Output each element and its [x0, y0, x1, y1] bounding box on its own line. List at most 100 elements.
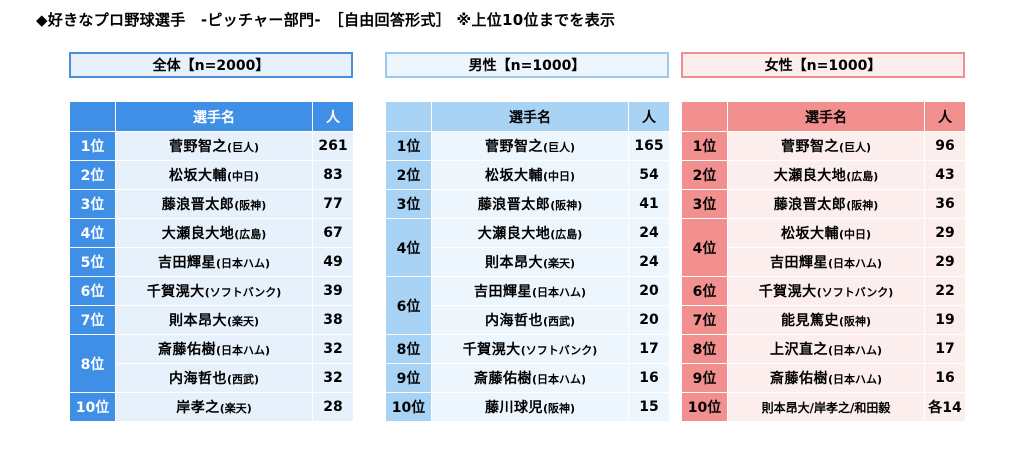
name-column-header: 選手名 [431, 101, 629, 132]
player-name: 斎藤佑樹 [473, 371, 532, 387]
count-cell: 49 [312, 247, 354, 277]
table-row: 1位 菅野智之(巨人) 165 [385, 131, 670, 161]
team-name: (日本ハム) [827, 373, 883, 386]
table-row: 7位 則本昂大(楽天) 38 [69, 305, 354, 335]
group-header: 男性【n=1000】 [385, 52, 669, 78]
team-name: (広島) [550, 228, 583, 241]
rank-cell: 1位 [681, 131, 728, 161]
ranking-table: 選手名 人 1位 菅野智之(巨人) 261 2位 松坂大輔(中日) 83 3位 藤浪晋太郎(阪… [69, 101, 354, 422]
table-row: 10位 岸孝之(楽天) 28 [69, 392, 354, 422]
rank-cell: 10位 [385, 392, 432, 422]
player-name: 則本昂大/岸孝之/和田毅 [761, 400, 891, 415]
count-cell: 16 [628, 363, 670, 393]
count-cell: 32 [312, 334, 354, 364]
player-name: 松坂大輔 [780, 226, 839, 242]
name-column-header: 選手名 [727, 101, 925, 132]
count-cell: 43 [924, 160, 966, 190]
count-cell: 24 [628, 218, 670, 248]
team-name: (日本ハム) [531, 286, 587, 299]
player-name-cell: 菅野智之(巨人) [115, 131, 313, 161]
rank-cell: 6位 [681, 276, 728, 306]
count-cell: 22 [924, 276, 966, 306]
team-name: (阪神) [542, 402, 576, 415]
rank-cell: 10位 [69, 392, 116, 422]
count-cell: 36 [924, 189, 966, 219]
team-name: (楽天) [542, 257, 576, 270]
player-name: 菅野智之 [168, 139, 227, 155]
player-name-cell: 内海哲也(西武) [115, 363, 313, 393]
player-name-cell: 松坂大輔(中日) [115, 160, 313, 190]
team-name: (中日) [226, 170, 260, 183]
rank-cell: 6位 [69, 276, 116, 306]
rank-cell: 1位 [385, 131, 432, 161]
count-cell: 29 [924, 218, 966, 248]
player-name-cell: 千賀滉大(ソフトバンク) [115, 276, 313, 306]
team-name: (ソフトバンク) [816, 286, 894, 299]
table-row: 10位 藤川球児(阪神) 15 [385, 392, 670, 422]
count-cell: 15 [628, 392, 670, 422]
player-name-cell: 大瀬良大地(広島) [115, 218, 313, 248]
count-column-header: 人 [924, 101, 966, 132]
player-name: 藤川球児 [484, 400, 543, 416]
count-cell: 各14 [924, 392, 966, 422]
team-name: (西武) [542, 315, 576, 328]
group-male: 男性【n=1000】 選手名 人 1位 菅野智之(巨人) 165 2位 松坂大輔(中日)… [385, 52, 670, 422]
player-name-cell: 松坂大輔(中日) [431, 160, 629, 190]
player-name: 藤浪晋太郎 [161, 197, 235, 213]
rank-column-header [385, 101, 432, 132]
table-row: 2位 松坂大輔(中日) 54 [385, 160, 670, 190]
table-header-row: 選手名 人 [681, 101, 966, 132]
player-name-cell: 大瀬良大地(広島) [727, 160, 925, 190]
team-name: (阪神) [846, 199, 879, 212]
rank-cell: 8位 [69, 334, 116, 393]
table-header-row: 選手名 人 [385, 101, 670, 132]
player-name-cell: 千賀滉大(ソフトバンク) [431, 334, 629, 364]
player-name: 能見篤史 [780, 313, 839, 329]
count-cell: 165 [628, 131, 670, 161]
table-row: 6位 千賀滉大(ソフトバンク) 22 [681, 276, 966, 306]
team-name: (中日) [542, 170, 576, 183]
table-row: 2位 松坂大輔(中日) 83 [69, 160, 354, 190]
rank-cell: 4位 [385, 218, 432, 277]
team-name: (日本ハム) [531, 373, 587, 386]
rank-cell: 9位 [681, 363, 728, 393]
count-cell: 19 [924, 305, 966, 335]
player-name-cell: 藤川球児(阪神) [431, 392, 629, 422]
table-row: 1位 菅野智之(巨人) 261 [69, 131, 354, 161]
player-name: 吉田輝星 [473, 284, 532, 300]
table-row: 内海哲也(西武) 32 [70, 363, 354, 393]
rank-cell: 3位 [69, 189, 116, 219]
team-name: (西武) [226, 373, 260, 386]
table-row: 2位 大瀬良大地(広島) 43 [681, 160, 966, 190]
player-name-cell: 則本昂大/岸孝之/和田毅 [727, 392, 925, 422]
rank-cell: 7位 [69, 305, 116, 335]
player-name: 大瀬良大地 [477, 226, 551, 242]
team-name: (広島) [234, 228, 267, 241]
table-row: 4位 松坂大輔(中日) 29 [681, 218, 966, 277]
rank-cell: 5位 [69, 247, 116, 277]
player-name: 則本昂大 [168, 313, 227, 329]
count-cell: 20 [628, 305, 670, 335]
player-name-cell: 吉田輝星(日本ハム) [431, 276, 629, 306]
count-column-header: 人 [628, 101, 670, 132]
count-cell: 261 [312, 131, 354, 161]
player-name-cell: 吉田輝星(日本ハム) [115, 247, 313, 277]
count-cell: 41 [628, 189, 670, 219]
team-name: (巨人) [226, 141, 260, 154]
team-name: (巨人) [542, 141, 576, 154]
player-name: 則本昂大 [484, 255, 543, 271]
team-name: (日本ハム) [215, 257, 271, 270]
rank-cell: 3位 [681, 189, 728, 219]
rank-cell: 1位 [69, 131, 116, 161]
rank-cell: 4位 [681, 218, 728, 277]
count-cell: 17 [924, 334, 966, 364]
rank-cell: 4位 [69, 218, 116, 248]
table-row: 8位 千賀滉大(ソフトバンク) 17 [385, 334, 670, 364]
team-name: (楽天) [226, 315, 260, 328]
ranking-table: 選手名 人 1位 菅野智之(巨人) 165 2位 松坂大輔(中日) 54 3位 藤浪晋太郎(阪… [385, 101, 670, 422]
count-cell: 38 [312, 305, 354, 335]
rank-cell: 10位 [681, 392, 728, 422]
player-name-cell: 則本昂大(楽天) [431, 247, 629, 277]
player-name: 松坂大輔 [168, 168, 227, 184]
group-header: 全体【n=2000】 [69, 52, 353, 78]
